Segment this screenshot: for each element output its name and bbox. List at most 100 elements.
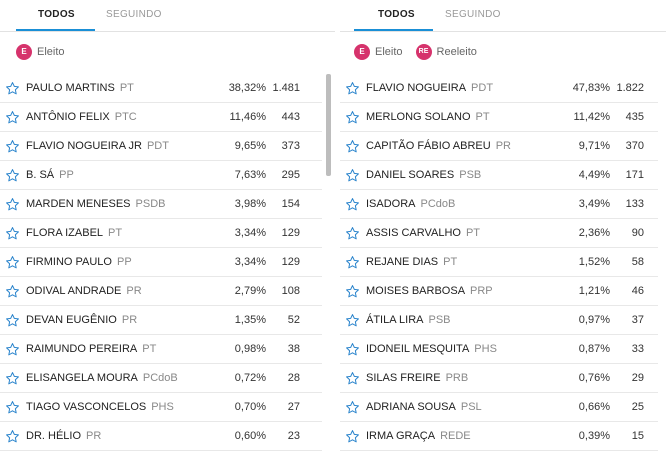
- star-icon[interactable]: [345, 110, 360, 125]
- star-icon[interactable]: [345, 284, 360, 299]
- star-icon[interactable]: [345, 313, 360, 328]
- tab-seguindo[interactable]: SEGUINDO: [445, 9, 501, 20]
- candidate-name: ODIVAL ANDRADE PR: [26, 285, 142, 297]
- candidate-row: ADRIANA SOUSA PSL 0,66% 25: [340, 393, 658, 422]
- vote-count: 37: [631, 314, 644, 326]
- candidate-row: SILAS FREIRE PRB 0,76% 29: [340, 364, 658, 393]
- candidate-name: IDONEIL MESQUITA PHS: [366, 343, 497, 355]
- candidate-party: PSDB: [135, 198, 166, 210]
- left-legend: E Eleito: [16, 44, 78, 60]
- candidate-name-text: FLAVIO NOGUEIRA JR: [26, 140, 142, 152]
- vote-count: 52: [287, 314, 300, 326]
- candidate-name-text: ODIVAL ANDRADE: [26, 285, 122, 297]
- candidate-name: FLORA IZABEL PT: [26, 227, 122, 239]
- candidate-name-text: DR. HÉLIO: [26, 430, 82, 442]
- candidate-name-text: IRMA GRAÇA: [366, 430, 436, 442]
- candidate-row: ELISANGELA MOURA PCdoB 0,72% 28: [0, 364, 322, 393]
- candidate-name: ÁTILA LIRA PSB: [366, 314, 451, 326]
- vote-count: 15: [631, 430, 644, 442]
- candidate-name: REJANE DIAS PT: [366, 256, 457, 268]
- vote-count: 46: [631, 285, 644, 297]
- candidate-name: MOISES BARBOSA PRP: [366, 285, 493, 297]
- candidate-party: PR: [121, 314, 138, 326]
- star-icon[interactable]: [345, 168, 360, 183]
- candidate-party: PDT: [471, 82, 494, 94]
- candidate-row: IRMA GRAÇA REDE 0,39% 15: [340, 422, 658, 451]
- vote-count: 108: [281, 285, 300, 297]
- candidate-row: RAIMUNDO PEREIRA PT 0,98% 38: [0, 335, 322, 364]
- star-icon[interactable]: [5, 168, 20, 183]
- star-icon[interactable]: [345, 197, 360, 212]
- candidate-name-text: FIRMINO PAULO: [26, 256, 112, 268]
- left-tabs: TODOS SEGUINDO: [0, 0, 335, 32]
- candidate-name-text: DEVAN EUGÊNIO: [26, 314, 117, 326]
- vote-percentage: 1,21%: [578, 285, 610, 297]
- star-icon[interactable]: [345, 139, 360, 154]
- candidate-name-text: FLAVIO NOGUEIRA: [366, 82, 467, 94]
- candidate-party: PT: [108, 227, 123, 239]
- candidate-row: CAPITÃO FÁBIO ABREU PR 9,71% 370: [340, 132, 658, 161]
- star-icon[interactable]: [5, 81, 20, 96]
- candidate-party: PRP: [470, 285, 493, 297]
- vote-percentage: 3,34%: [234, 256, 266, 268]
- candidate-party: PT: [142, 343, 157, 355]
- star-icon[interactable]: [5, 342, 20, 357]
- vote-count: 23: [287, 430, 300, 442]
- star-icon[interactable]: [345, 342, 360, 357]
- reelected-label: Reeleito: [436, 46, 477, 58]
- vote-count: 370: [625, 140, 644, 152]
- star-icon[interactable]: [5, 255, 20, 270]
- star-icon[interactable]: [5, 313, 20, 328]
- candidate-party: PSL: [460, 401, 482, 413]
- scrollbar-thumb[interactable]: [326, 74, 331, 176]
- star-icon[interactable]: [5, 110, 20, 125]
- candidate-name-text: CAPITÃO FÁBIO ABREU: [366, 140, 491, 152]
- candidate-name: PAULO MARTINS PT: [26, 82, 134, 94]
- tab-todos[interactable]: TODOS: [378, 9, 415, 20]
- star-icon[interactable]: [5, 197, 20, 212]
- right-legend: E Eleito RE Reeleito: [354, 44, 490, 60]
- candidate-name: IRMA GRAÇA REDE: [366, 430, 471, 442]
- candidate-name: RAIMUNDO PEREIRA PT: [26, 343, 156, 355]
- candidate-name: MARDEN MENESES PSDB: [26, 198, 166, 210]
- star-icon[interactable]: [5, 429, 20, 444]
- right-results-panel: TODOS SEGUINDO E Eleito RE Reeleito FLAV…: [340, 0, 666, 451]
- vote-percentage: 0,70%: [234, 401, 266, 413]
- vote-count: 1.481: [272, 82, 300, 94]
- tab-seguindo[interactable]: SEGUINDO: [106, 9, 162, 20]
- star-icon[interactable]: [345, 400, 360, 415]
- vote-percentage: 0,66%: [578, 401, 610, 413]
- star-icon[interactable]: [5, 226, 20, 241]
- candidate-party: PT: [443, 256, 458, 268]
- star-icon[interactable]: [345, 429, 360, 444]
- star-icon[interactable]: [5, 284, 20, 299]
- candidate-name-text: ÁTILA LIRA: [366, 314, 424, 326]
- candidate-row: TIAGO VASCONCELOS PHS 0,70% 27: [0, 393, 322, 422]
- vote-percentage: 7,63%: [234, 169, 266, 181]
- star-icon[interactable]: [5, 371, 20, 386]
- candidate-party: PP: [59, 169, 74, 181]
- candidate-name-text: ADRIANA SOUSA: [366, 401, 456, 413]
- vote-count: 38: [287, 343, 300, 355]
- star-icon[interactable]: [345, 81, 360, 96]
- vote-percentage: 0,87%: [578, 343, 610, 355]
- tab-todos[interactable]: TODOS: [38, 9, 75, 20]
- candidate-row: DANIEL SOARES PSB 4,49% 171: [340, 161, 658, 190]
- vote-percentage: 2,79%: [234, 285, 266, 297]
- star-icon[interactable]: [5, 139, 20, 154]
- star-icon[interactable]: [345, 371, 360, 386]
- candidate-name: FLAVIO NOGUEIRA PDT: [366, 82, 493, 94]
- star-icon[interactable]: [345, 255, 360, 270]
- candidate-name-text: SILAS FREIRE: [366, 372, 441, 384]
- vote-percentage: 11,46%: [229, 111, 267, 123]
- star-icon[interactable]: [5, 400, 20, 415]
- candidate-row: FIRMINO PAULO PP 3,34% 129: [0, 248, 322, 277]
- candidate-name-text: RAIMUNDO PEREIRA: [26, 343, 138, 355]
- vote-count: 33: [631, 343, 644, 355]
- candidate-party: PCdoB: [420, 198, 456, 210]
- vote-percentage: 1,52%: [578, 256, 610, 268]
- candidate-name: MERLONG SOLANO PT: [366, 111, 490, 123]
- star-icon[interactable]: [345, 226, 360, 241]
- candidate-name: ELISANGELA MOURA PCdoB: [26, 372, 178, 384]
- candidate-row: FLAVIO NOGUEIRA PDT 47,83% 1.822: [340, 74, 658, 103]
